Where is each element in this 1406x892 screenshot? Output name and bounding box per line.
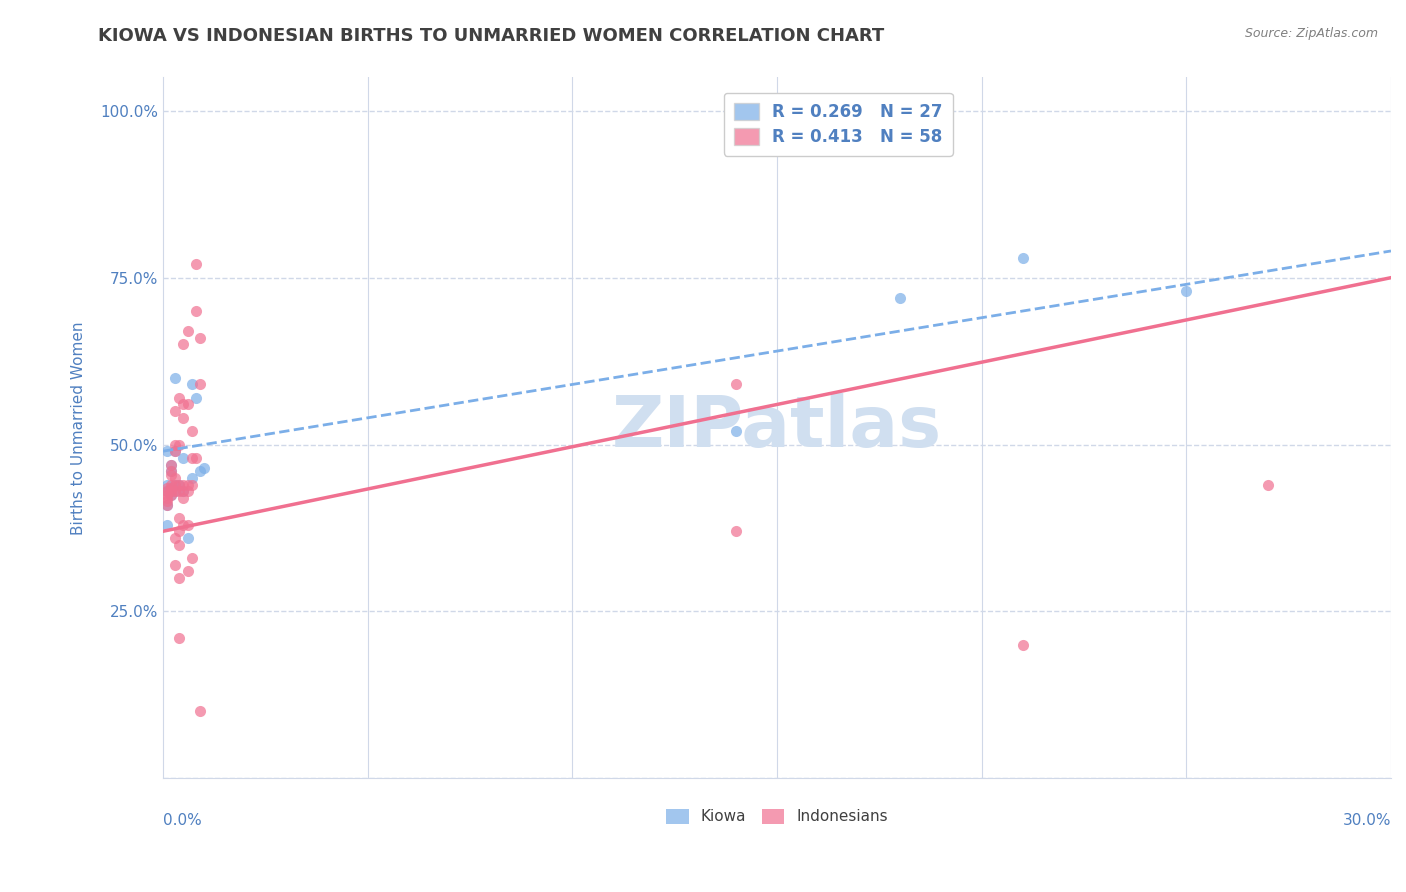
Point (180, 551, 202, 566)
Point (169, 477, 191, 491)
Point (165, 371, 187, 385)
Point (184, 450, 207, 465)
Text: 0.0%: 0.0% (163, 814, 201, 829)
Point (176, 517, 198, 532)
Point (160, 484, 183, 499)
Legend: Kiowa, Indonesians: Kiowa, Indonesians (657, 799, 897, 834)
Point (176, 397, 198, 411)
Point (165, 477, 187, 491)
Point (160, 458, 183, 472)
Point (188, 331, 211, 345)
Y-axis label: Births to Unmarried Women: Births to Unmarried Women (72, 321, 86, 534)
Point (184, 391, 207, 405)
Point (160, 458, 183, 472)
Point (156, 494, 179, 508)
Point (176, 484, 198, 499)
Point (172, 450, 194, 465)
Point (172, 410, 194, 425)
Text: 30.0%: 30.0% (1343, 814, 1391, 829)
Point (160, 467, 183, 482)
Point (160, 487, 183, 501)
Point (180, 477, 202, 491)
Point (172, 397, 194, 411)
Point (156, 484, 179, 499)
Point (180, 450, 202, 465)
Point (725, 424, 748, 438)
Point (169, 477, 191, 491)
Point (160, 481, 183, 495)
Point (156, 487, 179, 501)
Point (172, 491, 194, 505)
Point (184, 257, 207, 271)
Point (172, 477, 194, 491)
Point (160, 464, 183, 478)
Point (156, 481, 179, 495)
Point (188, 377, 211, 392)
Point (165, 531, 187, 545)
Text: Source: ZipAtlas.com: Source: ZipAtlas.com (1244, 27, 1378, 40)
Point (169, 437, 191, 451)
Point (165, 477, 187, 491)
Point (176, 324, 198, 338)
Point (169, 631, 191, 645)
Point (1011, 251, 1033, 265)
Point (180, 424, 202, 438)
Point (169, 538, 191, 552)
Point (160, 481, 183, 495)
Point (1011, 638, 1033, 652)
Point (172, 484, 194, 499)
Point (169, 524, 191, 539)
Point (889, 291, 911, 305)
Point (176, 531, 198, 545)
Point (725, 524, 748, 539)
Point (169, 511, 191, 525)
Point (188, 464, 211, 478)
Point (172, 517, 194, 532)
Point (165, 444, 187, 458)
Point (1257, 477, 1279, 491)
Point (176, 564, 198, 578)
Point (184, 304, 207, 318)
Point (165, 404, 187, 418)
Point (156, 498, 179, 512)
Point (156, 477, 179, 491)
Point (165, 471, 187, 485)
Point (160, 477, 183, 491)
Point (156, 444, 179, 458)
Point (172, 484, 194, 499)
Point (725, 377, 748, 392)
Point (156, 517, 179, 532)
Point (165, 484, 187, 499)
Point (165, 444, 187, 458)
Point (156, 491, 179, 505)
Point (165, 437, 187, 451)
Point (180, 471, 202, 485)
Point (165, 558, 187, 572)
Point (193, 461, 215, 475)
Text: ZIPatlas: ZIPatlas (612, 393, 942, 462)
Point (160, 484, 183, 499)
Point (165, 484, 187, 499)
Point (156, 484, 179, 499)
Point (156, 498, 179, 512)
Point (180, 377, 202, 392)
Point (172, 337, 194, 351)
Point (160, 487, 183, 501)
Point (188, 705, 211, 719)
Point (1175, 284, 1198, 298)
Text: KIOWA VS INDONESIAN BIRTHS TO UNMARRIED WOMEN CORRELATION CHART: KIOWA VS INDONESIAN BIRTHS TO UNMARRIED … (98, 27, 884, 45)
Point (169, 571, 191, 585)
Point (176, 477, 198, 491)
Point (169, 484, 191, 499)
Point (160, 464, 183, 478)
Point (169, 391, 191, 405)
